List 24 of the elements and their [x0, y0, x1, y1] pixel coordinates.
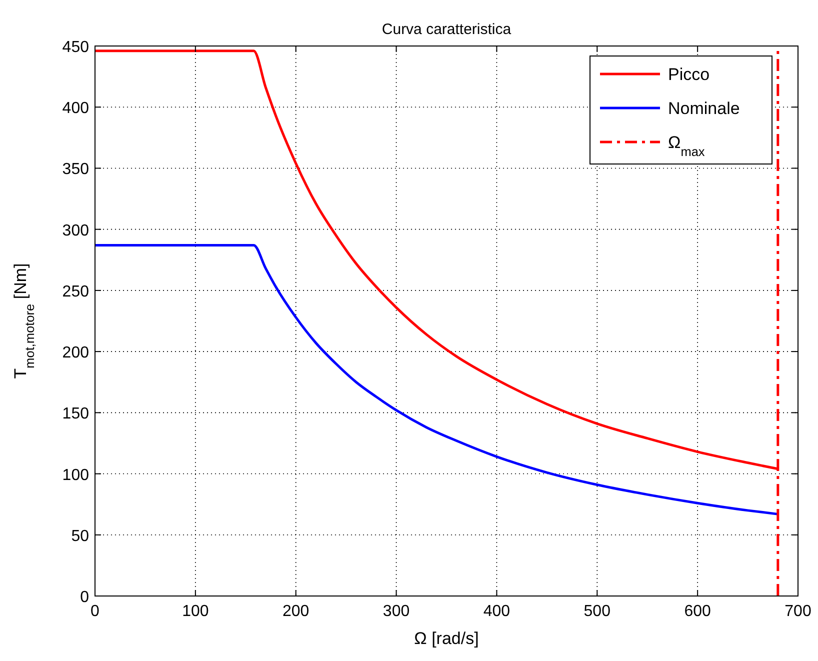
legend-label: Ω$_{max}$ — [668, 133, 706, 158]
y-tick-label: 100 — [62, 466, 90, 484]
y-tick-label: 450 — [62, 39, 90, 56]
y-tick-label: 250 — [62, 283, 90, 300]
x-tick-label: 600 — [684, 603, 712, 620]
y-tick-label: 150 — [62, 406, 90, 423]
line-series — [94, 244, 780, 516]
legend-label: Picco — [668, 65, 710, 84]
x-axis-title: Ω [rad/s] — [414, 629, 479, 648]
x-tick-label: 100 — [182, 603, 209, 620]
x-tick-label: 700 — [784, 603, 812, 620]
y-tick-label: 350 — [62, 161, 90, 178]
y-tick-label: 50 — [71, 528, 90, 545]
y-tick-label: 200 — [62, 344, 90, 362]
x-tick-label: 200 — [282, 603, 310, 620]
x-tick-label: 400 — [483, 603, 510, 620]
x-tick-label: 0 — [90, 603, 100, 620]
x-tick-label: 500 — [584, 603, 611, 620]
y-tick-label: 300 — [62, 222, 90, 240]
chart-title: Curva caratteristica — [382, 21, 512, 38]
y-tick-label: 0 — [80, 589, 90, 606]
legend-label: Nominale — [668, 99, 740, 118]
x-tick-label: 300 — [382, 603, 410, 620]
y-tick-label: 400 — [62, 100, 90, 118]
